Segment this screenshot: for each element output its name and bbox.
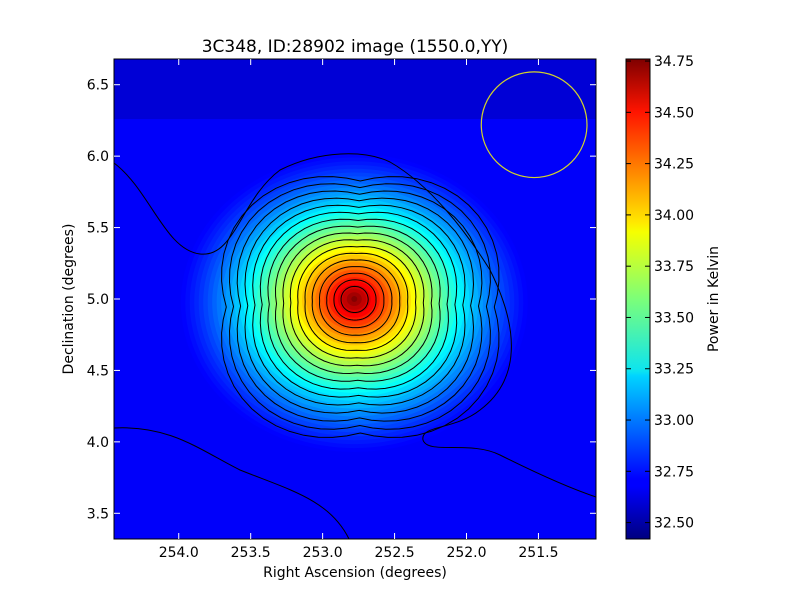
contour-line <box>289 239 425 367</box>
contour-line <box>326 272 385 329</box>
colorbar-gradient <box>625 58 651 540</box>
x-tick-label: 253.5 <box>231 545 271 561</box>
contour-line <box>221 176 500 438</box>
contour-line <box>267 218 449 390</box>
x-tick-label: 252.0 <box>446 545 486 561</box>
x-axis-label: Right Ascension (degrees) <box>263 565 447 581</box>
heatmap-image <box>114 59 596 539</box>
beam-circle <box>480 71 588 179</box>
contour-line <box>274 225 441 382</box>
contour-line <box>318 266 393 336</box>
colorbar-tick-label: 32.50 <box>654 516 694 532</box>
heatmap-shade <box>114 59 596 119</box>
y-axis-label: Declination (degrees) <box>61 224 77 375</box>
y-tick-label: 5.5 <box>87 221 109 237</box>
contour-line <box>282 232 433 375</box>
contour-line <box>252 204 466 406</box>
x-tick-label: 254.0 <box>159 545 199 561</box>
y-tick-label: 4.0 <box>87 435 109 451</box>
y-tick-label: 3.5 <box>87 506 109 522</box>
contour-line <box>244 197 475 414</box>
colorbar-label: Power in Kelvin <box>706 246 722 352</box>
x-tick-label: 252.5 <box>375 545 415 561</box>
contour-line <box>297 245 417 359</box>
x-tick-label: 251.5 <box>518 545 558 561</box>
y-tick-label: 6.0 <box>87 149 109 165</box>
colorbar-tick-label: 34.75 <box>654 54 694 70</box>
colorbar-tick-label: 33.00 <box>654 413 694 429</box>
colorbar-tick-label: 33.50 <box>654 310 694 326</box>
x-axis: 254.0 253.5 253.0 252.5 252.0 251.5 <box>159 59 558 561</box>
plot-area <box>113 58 597 540</box>
x-tick-label: 253.0 <box>303 545 343 561</box>
contour-lines <box>114 153 596 539</box>
colorbar-tick-label: 34.25 <box>654 157 694 173</box>
chart-title: 3C348, ID:28902 image (1550.0,YY) <box>202 37 509 57</box>
colorbar-tick-label: 34.50 <box>654 105 694 121</box>
contour-line <box>340 285 369 313</box>
colorbar-tick-label: 32.75 <box>654 464 694 480</box>
contour-line <box>333 279 377 321</box>
contour-line <box>228 183 491 430</box>
colorbar-ticks: 32.50 32.75 33.00 33.25 33.50 33.75 34.00 34.25… <box>626 54 694 532</box>
y-tick-label: 6.5 <box>87 78 109 94</box>
colorbar-tick-label: 33.75 <box>654 259 694 275</box>
y-tick-label: 4.5 <box>87 363 109 379</box>
y-tick-label: 5.0 <box>87 292 109 308</box>
colorbar-tick-label: 33.25 <box>654 362 694 378</box>
contour-line <box>114 153 596 498</box>
contour-line <box>304 252 409 351</box>
colorbar-tick-label: 34.00 <box>654 208 694 224</box>
colorbar: 32.50 32.75 33.00 33.25 33.50 33.75 34.00 34.25… <box>625 54 722 540</box>
contour-line <box>236 190 483 422</box>
heatmap-band <box>351 296 358 302</box>
contour-line <box>114 427 350 539</box>
contour-line <box>311 259 401 344</box>
contour-line <box>259 211 458 398</box>
y-axis: 3.5 4.0 4.5 5.0 5.5 6.0 6.5 <box>87 78 596 522</box>
